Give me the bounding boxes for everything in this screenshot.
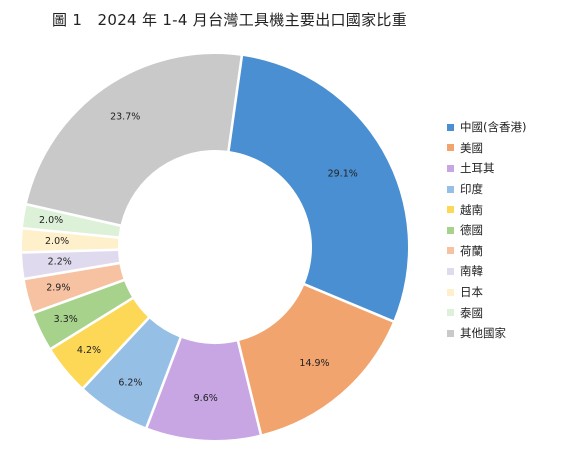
legend-swatch xyxy=(447,309,454,317)
slice-data-label: 6.2% xyxy=(118,377,142,388)
legend-label: 南韓 xyxy=(460,264,483,279)
legend-item: 美國 xyxy=(447,138,526,159)
donut-slice-10 xyxy=(23,205,121,237)
donut-slice-3 xyxy=(147,338,260,441)
legend-label: 德國 xyxy=(460,223,483,238)
donut-chart: 29.1% 14.9% 9.6% 6.2% 4.2% 3.3% 2.9% 2.2% 2.0% 2.… xyxy=(21,53,408,441)
donut-slice-5 xyxy=(51,299,148,388)
legend-item: 南韓 xyxy=(447,261,526,282)
donut-slice-8 xyxy=(22,251,120,278)
legend-swatch xyxy=(447,144,454,152)
legend-item: 荷蘭 xyxy=(447,241,526,262)
legend-item: 泰國 xyxy=(447,302,526,323)
legend-label: 其他國家 xyxy=(460,326,506,341)
legend-label: 泰國 xyxy=(460,305,483,320)
slice-data-label: 2.2% xyxy=(48,257,72,268)
legend-swatch xyxy=(447,288,454,296)
slice-data-label: 29.1% xyxy=(328,169,358,180)
legend-swatch xyxy=(447,206,454,214)
donut-slice-7 xyxy=(24,264,124,312)
donut-slice-9 xyxy=(21,229,119,252)
legend-swatch xyxy=(447,185,454,193)
legend-item: 越南 xyxy=(447,199,526,220)
donut-slice-11 xyxy=(27,53,241,225)
slice-data-label: 23.7% xyxy=(110,112,140,123)
legend-swatch xyxy=(447,164,454,172)
legend-label: 土耳其 xyxy=(460,161,495,176)
legend-item: 日本 xyxy=(447,282,526,303)
legend-item: 德國 xyxy=(447,220,526,241)
legend: 中國(含香港) 美國土耳其印度越南德國荷蘭南韓日本泰國其他國家 xyxy=(447,117,526,344)
legend-label: 日本 xyxy=(460,285,483,300)
slice-data-label: 2.0% xyxy=(45,236,69,247)
legend-swatch xyxy=(447,247,454,255)
legend-label: 印度 xyxy=(460,182,483,197)
slice-data-label: 4.2% xyxy=(77,345,101,356)
legend-swatch xyxy=(447,226,454,234)
legend-label: 越南 xyxy=(460,202,483,217)
legend-label: 荷蘭 xyxy=(460,243,483,258)
legend-label: 中國(含香港) xyxy=(460,120,527,135)
donut-slice-2 xyxy=(239,285,393,435)
chart-title: 圖 1 2024 年 1-4 月台灣工具機主要出口國家比重 xyxy=(52,11,407,29)
slice-data-label: 2.9% xyxy=(46,283,70,294)
donut-slice-6 xyxy=(34,281,132,348)
legend-swatch xyxy=(447,123,454,131)
donut-slice-1 xyxy=(229,56,408,321)
slice-data-label: 3.3% xyxy=(54,314,78,325)
legend-item: 土耳其 xyxy=(447,158,526,179)
slice-data-label: 9.6% xyxy=(194,393,218,404)
slice-data-label: 14.9% xyxy=(299,358,329,369)
legend-item: 中國(含香港) xyxy=(447,117,526,138)
legend-swatch xyxy=(447,329,454,337)
legend-item: 印度 xyxy=(447,179,526,200)
legend-item: 其他國家 xyxy=(447,323,526,344)
legend-swatch xyxy=(447,267,454,275)
slice-data-label: 2.0% xyxy=(39,215,63,226)
donut-slice-4 xyxy=(84,318,180,427)
legend-label: 美國 xyxy=(460,140,483,155)
